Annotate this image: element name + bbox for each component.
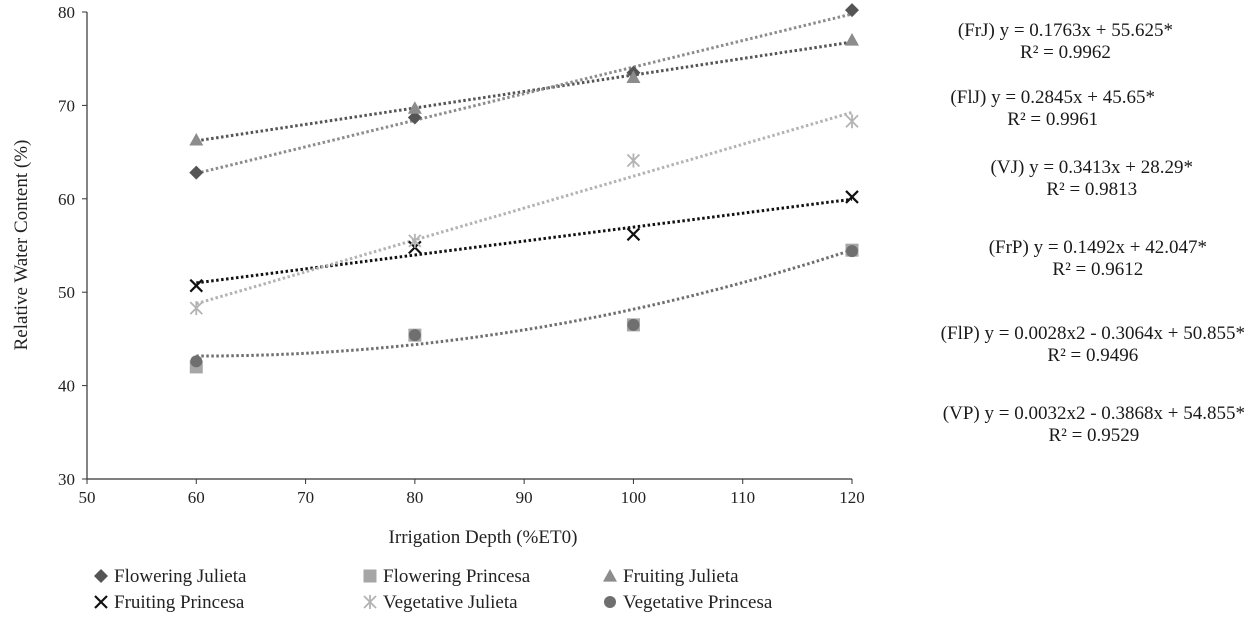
point-fruiting-princesa	[189, 278, 204, 293]
x-tick-label: 110	[730, 488, 755, 507]
point-vegetative-princesa	[627, 318, 640, 331]
r-squared-text: R² = 0.9961	[1007, 109, 1099, 130]
equation-block: (VJ) y = 0.3413x + 28.29* R² = 0.9813	[991, 157, 1193, 201]
legend-marker	[363, 569, 377, 583]
legend: Flowering Julieta Flowering Princesa Fruit…	[94, 566, 773, 613]
legend-marker	[363, 595, 377, 609]
legend-marker	[94, 595, 108, 609]
point-vegetative-princesa	[190, 355, 203, 368]
point-flowering-julieta	[189, 165, 204, 180]
equation-text: (VP) y = 0.0032x2 - 0.3868x + 54.855*	[942, 403, 1245, 424]
trendline-fruiting-princesa	[196, 197, 853, 285]
equation-block: (FlJ) y = 0.2845x + 45.65* R² = 0.9961	[950, 87, 1155, 131]
y-axis-label: Relative Water Content (%)	[11, 140, 32, 351]
point-vegetative-princesa	[408, 329, 421, 342]
legend-label: Fruiting Princesa	[114, 592, 245, 613]
x-tick-label: 90	[516, 488, 533, 507]
point-vegetative-julieta	[626, 153, 641, 168]
data-points	[189, 3, 859, 374]
x-tick-label: 50	[79, 488, 96, 507]
point-vegetative-julieta	[189, 301, 203, 316]
x-tick-label: 80	[406, 488, 423, 507]
point-flowering-julieta	[845, 3, 859, 18]
x-tick-label: 60	[188, 488, 205, 507]
equation-text: (FlP) y = 0.0028x2 - 0.3064x + 50.855*	[940, 323, 1245, 344]
r-squared-text: R² = 0.9962	[1020, 42, 1111, 63]
trendlines	[195, 12, 853, 358]
y-tick-label: 30	[58, 470, 75, 489]
y-tick-label: 80	[58, 3, 75, 22]
equation-block: (FrP) y = 0.1492x + 42.047* R² = 0.9612	[989, 237, 1207, 281]
chart-axes: 50 60 70 80 90 100 110 120 30 40 50 60 70 80	[58, 3, 865, 507]
point-vegetative-princesa	[846, 245, 858, 258]
r-squared-text: R² = 0.9813	[1046, 179, 1138, 200]
point-vegetative-julieta	[845, 114, 859, 129]
r-squared-text: R² = 0.9529	[1048, 425, 1140, 446]
legend-marker	[94, 569, 108, 583]
x-tick-label: 120	[839, 488, 865, 507]
equation-block: (VP) y = 0.0032x2 - 0.3868x + 54.855* R² …	[943, 403, 1245, 447]
point-fruiting-princesa	[626, 227, 641, 242]
equation-text: (VJ) y = 0.3413x + 28.29*	[990, 157, 1193, 178]
y-tick-label: 40	[58, 377, 75, 396]
legend-label: Fruiting Julieta	[623, 566, 739, 587]
legend-label: Vegetative Julieta	[383, 592, 518, 613]
equation-block: (FlP) y = 0.0028x2 - 0.3064x + 50.855* R²…	[941, 323, 1245, 367]
legend-label: Vegetative Princesa	[623, 592, 773, 613]
x-tick-label: 70	[297, 488, 314, 507]
equation-block: (FrJ) y = 0.1763x + 55.625* R² = 0.9962	[958, 20, 1173, 64]
legend-marker	[604, 596, 616, 608]
legend-marker	[603, 569, 617, 582]
x-tick-label: 100	[621, 488, 647, 507]
trendline-fruiting-julieta	[195, 12, 853, 175]
x-axis-label: Irrigation Depth (%ET0)	[389, 527, 578, 548]
legend-label: Flowering Princesa	[383, 566, 531, 587]
trendline-vegetative-julieta	[195, 110, 853, 306]
trendline-flowering-julieta	[196, 40, 853, 143]
equation-text: (FrJ) y = 0.1763x + 55.625*	[957, 20, 1173, 41]
equation-text: (FrP) y = 0.1492x + 42.047*	[988, 237, 1207, 258]
r-squared-text: R² = 0.9496	[1047, 345, 1139, 366]
equation-text: (FlJ) y = 0.2845x + 45.65*	[950, 87, 1155, 108]
y-tick-label: 60	[58, 190, 75, 209]
trendline-vegetative-princesa	[196, 248, 853, 358]
point-flowering-julieta	[407, 110, 422, 125]
r-squared-text: R² = 0.9612	[1052, 259, 1144, 280]
y-tick-label: 70	[58, 96, 75, 115]
point-fruiting-julieta	[845, 33, 859, 46]
legend-label: Flowering Julieta	[114, 566, 247, 587]
point-vegetative-julieta	[408, 233, 422, 248]
y-tick-label: 50	[58, 283, 75, 302]
point-fruiting-princesa	[845, 190, 859, 204]
point-fruiting-julieta	[407, 101, 422, 114]
point-fruiting-julieta	[626, 70, 641, 83]
point-fruiting-julieta	[189, 132, 204, 146]
